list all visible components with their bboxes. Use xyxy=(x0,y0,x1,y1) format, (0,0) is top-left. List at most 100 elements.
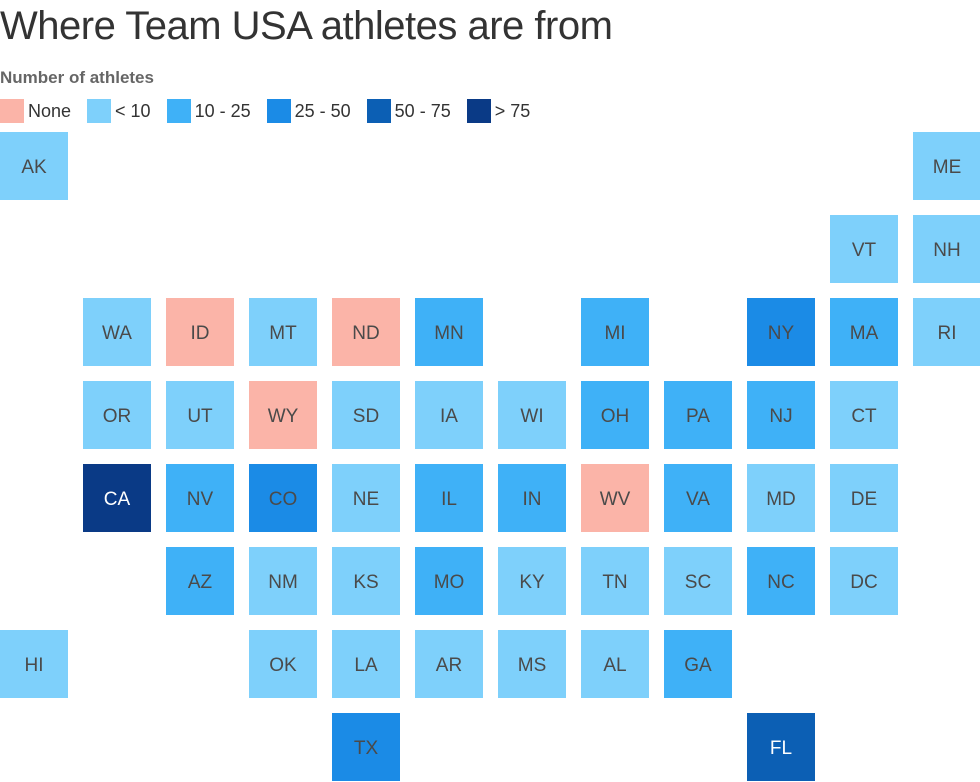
state-tile-ga: GA xyxy=(664,630,732,698)
state-label-md: MD xyxy=(766,489,796,510)
state-label-vt: VT xyxy=(852,240,877,261)
state-tile-rect-wy xyxy=(249,381,317,449)
state-tile-rect-ma xyxy=(830,298,898,366)
state-tile-in: IN xyxy=(498,464,566,532)
state-tile-rect-in xyxy=(498,464,566,532)
state-tile-nj: NJ xyxy=(747,381,815,449)
state-tile-ar: AR xyxy=(415,630,483,698)
state-tile-fl: FL xyxy=(747,713,815,781)
state-tile-rect-nh xyxy=(913,215,980,283)
state-tile-rect-ms xyxy=(498,630,566,698)
state-label-ks: KS xyxy=(353,572,378,593)
state-tile-nc: NC xyxy=(747,547,815,615)
state-tile-az: AZ xyxy=(166,547,234,615)
state-label-mn: MN xyxy=(434,323,464,344)
state-tile-wv: WV xyxy=(581,464,649,532)
state-label-wy: WY xyxy=(268,406,299,427)
legend-swatch-none xyxy=(0,99,24,123)
state-label-wa: WA xyxy=(102,323,132,344)
state-tile-rect-hi xyxy=(0,630,68,698)
legend-label-25-50: 25 - 50 xyxy=(294,100,351,121)
state-label-wi: WI xyxy=(520,406,543,427)
state-tile-rect-me xyxy=(913,132,980,200)
state-tile-rect-or xyxy=(83,381,151,449)
legend-label-none: None xyxy=(28,100,72,121)
state-tile-rect-nm xyxy=(249,547,317,615)
state-label-ky: KY xyxy=(519,572,545,593)
state-tile-dc: DC xyxy=(830,547,898,615)
state-tile-rect-la xyxy=(332,630,400,698)
state-tile-nd: ND xyxy=(332,298,400,366)
state-label-az: AZ xyxy=(188,572,213,593)
state-tile-rect-ia xyxy=(415,381,483,449)
legend-item-under-10: < 10 xyxy=(87,99,151,123)
state-tile-va: VA xyxy=(664,464,732,532)
state-tile-ca: CA xyxy=(83,464,151,532)
state-tile-rect-ct xyxy=(830,381,898,449)
state-tile-ut: UT xyxy=(166,381,234,449)
state-tile-rect-fl xyxy=(747,713,815,781)
state-tile-rect-mo xyxy=(415,547,483,615)
legend-item-none: None xyxy=(0,99,71,123)
state-tile-rect-ne xyxy=(332,464,400,532)
legend-label-over-75: > 75 xyxy=(494,100,531,121)
state-tile-mt: MT xyxy=(249,298,317,366)
state-label-ct: CT xyxy=(851,406,877,427)
state-tile-rect-oh xyxy=(581,381,649,449)
state-tile-rect-ok xyxy=(249,630,317,698)
state-tile-sc: SC xyxy=(664,547,732,615)
state-tile-rect-id xyxy=(166,298,234,366)
state-tile-de: DE xyxy=(830,464,898,532)
state-tile-rect-sc xyxy=(664,547,732,615)
state-tile-nh: NH xyxy=(913,215,980,283)
state-tile-rect-il xyxy=(415,464,483,532)
state-label-ut: UT xyxy=(187,406,213,427)
state-tile-mn: MN xyxy=(415,298,483,366)
state-label-ga: GA xyxy=(684,655,712,676)
state-label-nv: NV xyxy=(187,489,214,510)
state-tile-rect-mt xyxy=(249,298,317,366)
state-tile-md: MD xyxy=(747,464,815,532)
state-tile-rect-ga xyxy=(664,630,732,698)
state-tile-rect-ks xyxy=(332,547,400,615)
state-tile-tn: TN xyxy=(581,547,649,615)
state-tile-rect-md xyxy=(747,464,815,532)
state-tile-me: ME xyxy=(913,132,980,200)
legend-swatch-10-25 xyxy=(166,99,191,123)
state-label-or: OR xyxy=(103,406,132,427)
state-label-ar: AR xyxy=(436,655,462,676)
state-label-nd: ND xyxy=(352,323,379,344)
state-tile-rect-nc xyxy=(747,547,815,615)
state-label-tx: TX xyxy=(354,738,379,759)
state-tile-rect-wv xyxy=(581,464,649,532)
state-label-tn: TN xyxy=(602,572,627,593)
state-label-oh: OH xyxy=(601,406,630,427)
state-label-de: DE xyxy=(851,489,877,510)
state-tile-id: ID xyxy=(166,298,234,366)
state-tile-rect-ut xyxy=(166,381,234,449)
state-label-al: AL xyxy=(603,655,626,676)
legend-label-under-10: < 10 xyxy=(115,100,151,121)
legend-item-over-75: > 75 xyxy=(466,99,531,123)
state-tile-rect-nd xyxy=(332,298,400,366)
legend-swatch-under-10 xyxy=(87,99,112,123)
state-tile-rect-ri xyxy=(913,298,980,366)
state-tile-rect-co xyxy=(249,464,317,532)
state-tile-co: CO xyxy=(249,464,317,532)
state-tile-pa: PA xyxy=(664,381,732,449)
state-tile-rect-wi xyxy=(498,381,566,449)
state-label-nm: NM xyxy=(268,572,298,593)
state-tile-rect-nj xyxy=(747,381,815,449)
state-tile-ne: NE xyxy=(332,464,400,532)
state-tile-rect-wa xyxy=(83,298,151,366)
legend-swatch-25-50 xyxy=(266,99,291,123)
state-tile-rect-ny xyxy=(747,298,815,366)
state-tile-ri: RI xyxy=(913,298,980,366)
state-label-me: ME xyxy=(933,157,962,178)
legend-item-10-25: 10 - 25 xyxy=(166,99,251,123)
state-tile-rect-ca xyxy=(83,464,151,532)
state-tile-rect-pa xyxy=(664,381,732,449)
state-tile-rect-va xyxy=(664,464,732,532)
legend-label-10-25: 10 - 25 xyxy=(194,100,251,121)
state-tile-nm: NM xyxy=(249,547,317,615)
